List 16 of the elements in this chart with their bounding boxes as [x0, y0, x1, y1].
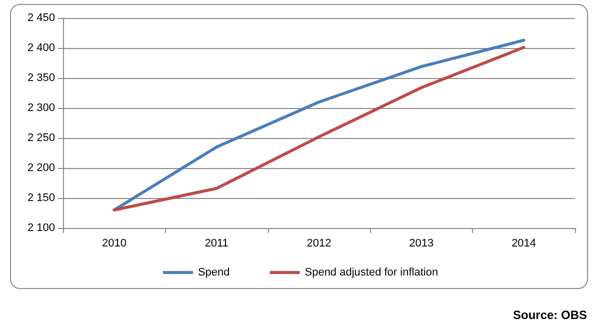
legend-label: Spend adjusted for inflation: [304, 266, 438, 278]
y-tick-label: 2 100: [27, 222, 55, 234]
legend-label: Spend: [198, 266, 230, 278]
y-tick-label: 2 250: [27, 132, 55, 144]
y-tick-label: 2 300: [27, 102, 55, 114]
y-tick-label: 2 450: [27, 12, 55, 24]
y-tick-label: 2 400: [27, 42, 55, 54]
y-tick-label: 2 350: [27, 72, 55, 84]
x-tick-label: 2013: [409, 238, 434, 250]
x-tick-label: 2011: [204, 238, 228, 250]
y-tick-label: 2 150: [27, 192, 55, 204]
x-tick-label: 2010: [102, 238, 126, 250]
y-tick-label: 2 200: [27, 162, 55, 174]
source-note: Source: OBS: [512, 308, 587, 322]
x-tick-label: 2014: [512, 238, 536, 250]
x-tick-label: 2012: [306, 238, 332, 250]
